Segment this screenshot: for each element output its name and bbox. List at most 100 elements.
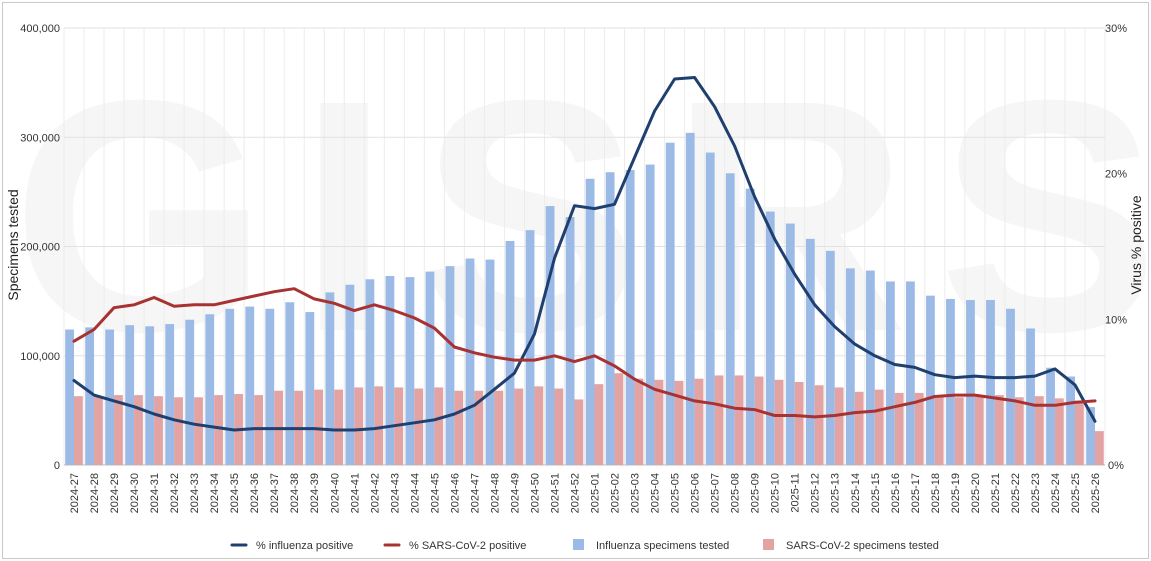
sars-cov-2-bar <box>1034 396 1044 465</box>
x-tick-label: 2024-51 <box>549 473 561 513</box>
y-tick-label: 400,000 <box>20 23 60 35</box>
influenza-bar <box>1026 328 1035 465</box>
legend-label: % SARS-CoV-2 positive <box>409 540 526 552</box>
x-tick-label: 2024-30 <box>129 473 141 513</box>
y-tick-label: 300,000 <box>20 132 60 144</box>
sars-cov-2-bar <box>354 387 364 465</box>
sars-cov-2-bar <box>594 384 604 465</box>
y-axis-title: Specimens tested <box>5 189 21 300</box>
influenza-bar <box>465 258 475 465</box>
influenza-bar <box>625 170 635 465</box>
influenza-bar <box>825 250 835 465</box>
x-tick-label: 2025-18 <box>930 473 942 513</box>
x-tick-label: 2024-42 <box>369 473 381 513</box>
influenza-bar <box>225 308 235 465</box>
y-axis-ticks: 0 100,000 200,000 300,000 400,000 <box>20 23 60 472</box>
x-tick-label: 2025-26 <box>1090 473 1102 513</box>
sars-cov-2-bar <box>114 395 123 465</box>
x-tick-label: 2025-23 <box>1030 473 1042 513</box>
influenza-bar <box>105 329 115 465</box>
sars-cov-2-bar <box>414 388 424 465</box>
sars-cov-2-bar <box>774 379 784 465</box>
sars-cov-2-bar <box>1094 431 1104 465</box>
x-tick-label: 2024-44 <box>409 473 421 513</box>
x-tick-label: 2024-43 <box>389 473 401 513</box>
influenza-bar <box>926 295 935 465</box>
sars-cov-2-bar <box>714 375 724 465</box>
x-tick-label: 2025-06 <box>690 473 702 513</box>
x-tick-label: 2025-01 <box>590 473 602 513</box>
sars-cov-2-bar <box>694 378 704 465</box>
influenza-bar <box>1006 308 1015 465</box>
influenza-bar <box>785 223 795 465</box>
influenza-bar <box>525 230 535 465</box>
x-tick-label: 2024-48 <box>489 473 501 513</box>
series-lines <box>72 76 1097 432</box>
sars-cov-2-bar <box>154 396 163 465</box>
influenza-bar <box>345 284 355 465</box>
x-tick-label: 2025-10 <box>770 473 782 513</box>
x-tick-label: 2024-49 <box>509 473 521 513</box>
x-tick-label: 2024-38 <box>289 473 301 513</box>
x-tick-label: 2024-52 <box>569 473 581 513</box>
influenza-bar <box>245 306 255 465</box>
x-tick-label: 2025-05 <box>670 473 682 513</box>
watermark-text: GISRS <box>12 31 1151 400</box>
x-tick-label: 2025-15 <box>870 473 882 513</box>
influenza-bar <box>545 206 555 465</box>
x-tick-label: 2025-21 <box>990 473 1002 513</box>
sars-cov-2-bar <box>94 396 103 465</box>
x-tick-label: 2024-37 <box>269 473 281 513</box>
influenza-bar <box>165 324 175 465</box>
influenza-bar <box>505 241 515 465</box>
x-tick-label: 2025-07 <box>710 473 722 513</box>
legend-label: % influenza positive <box>256 540 353 552</box>
influenza-bar <box>745 188 755 465</box>
y-tick-label: 200,000 <box>20 242 60 254</box>
influenza-positive-line <box>72 76 1097 432</box>
x-tick-label: 2024-40 <box>329 473 341 513</box>
x-tick-label: 2024-45 <box>429 473 441 513</box>
x-tick-label: 2024-31 <box>149 473 161 513</box>
x-tick-label: 2024-36 <box>249 473 261 513</box>
influenza-bar <box>725 173 735 466</box>
x-tick-label: 2025-02 <box>610 473 622 513</box>
sars-cov-2-bar <box>874 389 884 465</box>
sars-cov-2-positive-line <box>72 287 1097 419</box>
x-tick-label: 2025-03 <box>630 473 642 513</box>
influenza-bar <box>485 259 495 465</box>
influenza-bar <box>405 277 415 465</box>
y2-tick-label: 20% <box>1105 169 1127 181</box>
influenza-bar <box>145 326 155 465</box>
sars-cov-2-bar <box>914 392 924 465</box>
sars-cov-2-bar <box>534 386 544 465</box>
sars-cov-2-bar <box>814 385 824 465</box>
sars-cov-2-bar <box>194 397 203 465</box>
sars-cov-2-bar <box>514 388 524 465</box>
sars-cov-2-bar <box>74 396 83 465</box>
x-tick-label: 2024-34 <box>209 473 221 513</box>
influenza-bar <box>705 152 715 466</box>
influenza-bar <box>65 329 75 465</box>
sars-cov-2-bar <box>1054 398 1064 465</box>
influenza-bar <box>1046 367 1055 465</box>
influenza-bar <box>265 308 275 465</box>
x-tick-label: 2025-17 <box>910 473 922 513</box>
x-tick-label: 2024-46 <box>449 473 461 513</box>
influenza-bar <box>845 268 855 465</box>
influenza-bar <box>605 172 615 465</box>
influenza-bar <box>1066 376 1075 465</box>
influenza-bar <box>565 217 575 465</box>
sars-cov-2-bar <box>174 397 183 465</box>
influenza-bar <box>365 279 375 465</box>
x-tick-label: 2024-27 <box>69 473 81 513</box>
x-tick-label: 2025-19 <box>950 473 962 513</box>
influenza-bar <box>385 275 395 465</box>
legend-swatch <box>763 539 774 550</box>
y-tick-label: 100,000 <box>20 351 60 363</box>
gridlines <box>63 27 1106 466</box>
sars-cov-2-bar <box>654 379 664 465</box>
influenza-bar <box>85 327 95 465</box>
sars-cov-2-bar <box>554 388 564 465</box>
